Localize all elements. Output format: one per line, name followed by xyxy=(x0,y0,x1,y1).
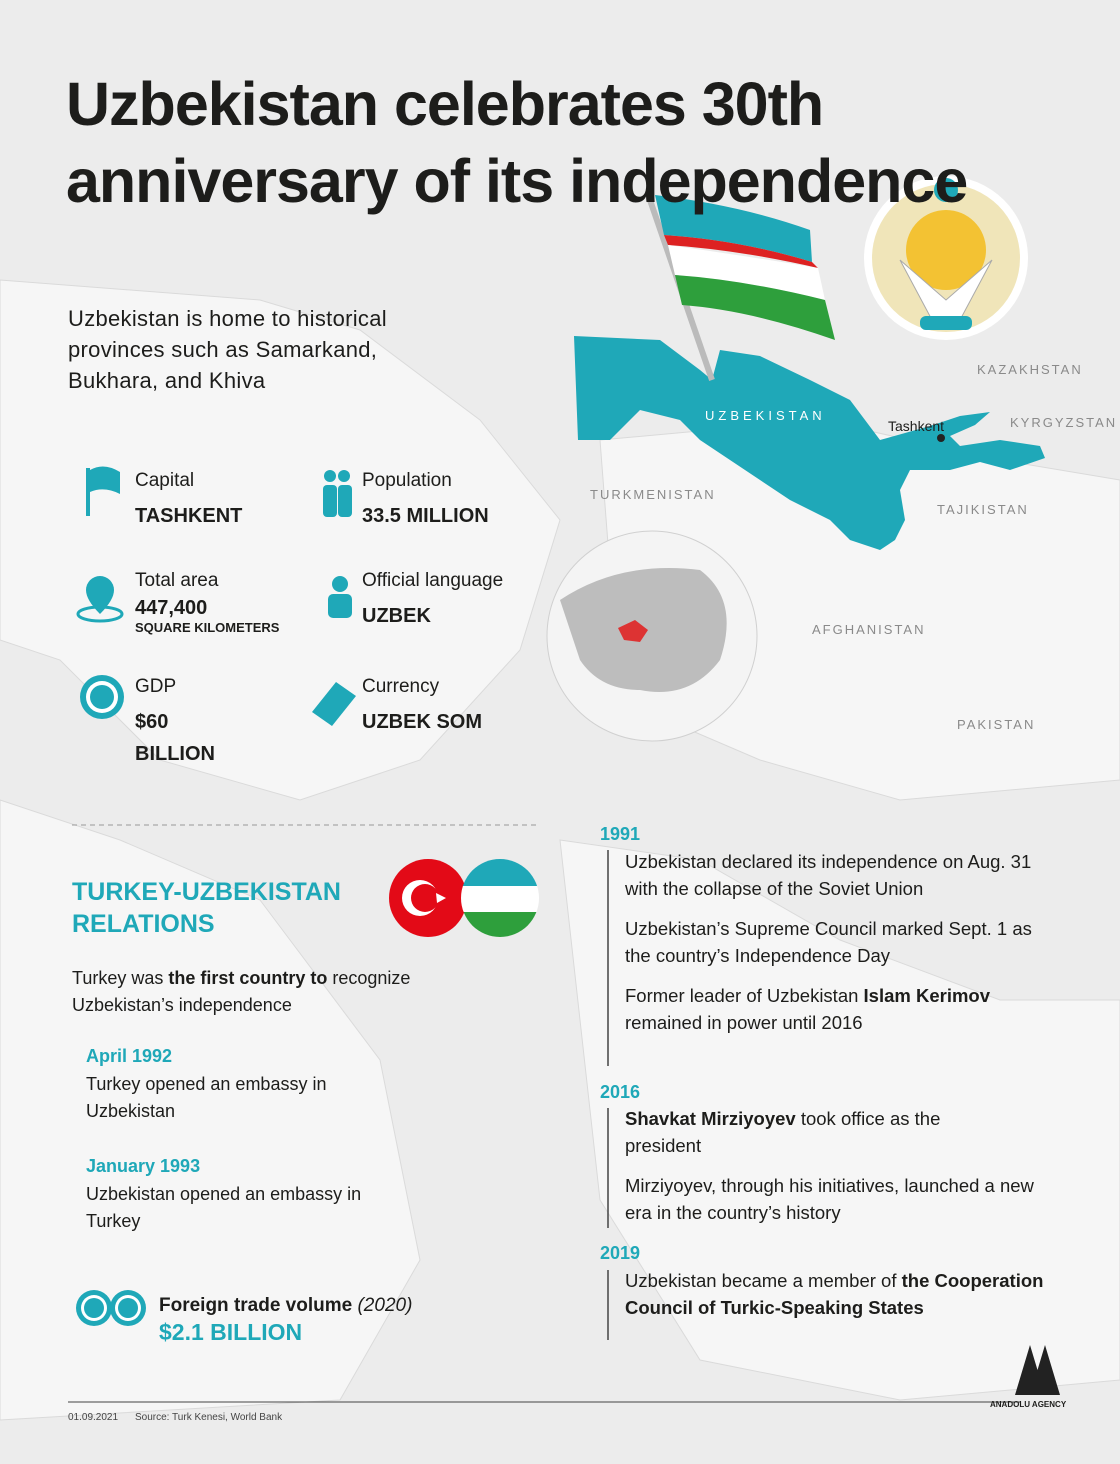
title: Uzbekistan celebrates 30th anniversary o… xyxy=(66,70,968,215)
trade: Foreign trade volume (2020) $2.1 BILLION xyxy=(159,1295,412,1346)
text: Uzbekistan became a member of xyxy=(625,1270,902,1291)
timeline-item: Uzbekistan’s Supreme Council marked Sept… xyxy=(625,915,1045,969)
fact: Capital TASHKENT xyxy=(135,470,242,532)
fact-label: Population xyxy=(362,470,452,491)
fact: Population 33.5 MILLION xyxy=(362,470,489,532)
agency-logo xyxy=(1015,1345,1060,1395)
timeline-items: Shavkat Mirziyoyev took office as the pr… xyxy=(625,1105,1045,1239)
trade-label: Foreign trade volume xyxy=(159,1295,353,1316)
timeline-item: Uzbekistan became a member of the Cooper… xyxy=(625,1267,1045,1321)
fact-value: UZBEK xyxy=(362,605,431,627)
subtitle: Uzbekistan is home to historical provinc… xyxy=(68,306,387,393)
map-label: PAKISTAN xyxy=(957,717,1036,732)
trade-year: (2020) xyxy=(357,1295,413,1316)
timeline-items: Uzbekistan became a member of the Cooper… xyxy=(625,1267,1045,1334)
map-label: Tashkent xyxy=(888,418,945,434)
fact-label: Currency xyxy=(362,676,440,697)
timeline-item: Mirziyoyev, through his initiatives, lau… xyxy=(625,1172,1045,1226)
timeline-item: Uzbekistan declared its independence on … xyxy=(625,848,1045,902)
text: Uzbekistan’s Supreme Council marked Sept… xyxy=(625,918,1032,966)
bold-text: the Cooperation Council of Turkic-Speaki… xyxy=(625,1270,1044,1318)
year: 2016 xyxy=(600,1082,641,1102)
fact-value: $60 BILLION xyxy=(135,711,215,765)
year: 1991 xyxy=(600,824,641,844)
bold-text: Islam Kerimov xyxy=(863,985,991,1006)
text: Uzbekistan declared its independence on … xyxy=(625,851,1032,899)
turkey-flag xyxy=(389,859,467,937)
coat-of-arms xyxy=(864,176,1028,340)
agency-name: ANADOLU AGENCY xyxy=(990,1400,1067,1409)
fact: Currency UZBEK SOM xyxy=(362,676,482,738)
trade-value: $2.1 BILLION xyxy=(159,1319,303,1345)
fact: GDP $60 BILLION xyxy=(135,676,245,770)
land-shapes xyxy=(0,279,1120,1421)
footer-source: Source: Turk Kenesi, World Bank xyxy=(135,1412,283,1423)
text: Mirziyoyev, through his initiatives, lau… xyxy=(625,1175,1034,1223)
fact-value: TASHKENT xyxy=(135,505,243,527)
year: 2019 xyxy=(600,1243,641,1263)
text: Turkey was xyxy=(72,968,169,988)
fact-label: Total area xyxy=(135,570,219,591)
section-title: TURKEY-UZBEKISTAN RELATIONS xyxy=(72,878,341,938)
timeline-item: Former leader of Uzbekistan Islam Kerimo… xyxy=(625,982,1045,1036)
map-label: AFGHANISTAN xyxy=(812,622,926,637)
event-text: Uzbekistan opened an embassy in Turkey xyxy=(86,1184,362,1231)
map-label: TURKMENISTAN xyxy=(590,487,716,502)
text: Former leader of Uzbekistan xyxy=(625,985,864,1006)
map-label: UZBEKISTAN xyxy=(705,408,826,423)
fact-label: GDP xyxy=(135,676,177,697)
map-label: TAJIKISTAN xyxy=(937,502,1029,517)
event: January 1993 Uzbekistan opened an embassy… xyxy=(86,1156,396,1235)
footer-date: 01.09.2021 xyxy=(68,1412,119,1423)
fact-icons xyxy=(76,466,356,1326)
fact: Total area 447,400 SQUARE KILOMETERS xyxy=(135,570,279,635)
text: took office as the president xyxy=(625,1108,941,1156)
fact-value: UZBEK SOM xyxy=(362,711,482,733)
event-date: January 1993 xyxy=(86,1156,201,1176)
bold-text: the first country to xyxy=(168,968,328,988)
fact-label: Capital xyxy=(135,470,195,491)
fact-unit: SQUARE KILOMETERS xyxy=(135,620,280,635)
fact: Official language UZBEK xyxy=(362,570,503,632)
text: remained in power until 2016 xyxy=(625,1012,863,1033)
fact-value: 33.5 MILLION xyxy=(362,505,489,527)
event-date: April 1992 xyxy=(86,1046,173,1066)
globe xyxy=(546,530,758,742)
text: recognize Uzbekistan’s independence xyxy=(72,968,411,1015)
tashkent-dot xyxy=(937,434,945,442)
timeline-items: Uzbekistan declared its independence on … xyxy=(625,848,1045,1049)
event-text: Turkey opened an embassy in Uzbekistan xyxy=(86,1074,327,1121)
uzbek-flag xyxy=(655,195,835,340)
map-label: KYRGYZSTAN xyxy=(1010,415,1118,430)
fact-value: 447,400 xyxy=(135,597,208,619)
fact-label: Official language xyxy=(362,570,504,591)
uzbekistan-shape xyxy=(574,336,1045,550)
event: April 1992 Turkey opened an embassy in Uz… xyxy=(86,1046,386,1125)
map-label: KAZAKHSTAN xyxy=(977,362,1083,377)
uzbek-flag-round xyxy=(461,859,539,937)
intro: Turkey was the first country to recogniz… xyxy=(72,965,462,1019)
bold-text: Shavkat Mirziyoyev xyxy=(625,1108,796,1129)
timeline-item: Shavkat Mirziyoyev took office as the pr… xyxy=(625,1105,985,1159)
